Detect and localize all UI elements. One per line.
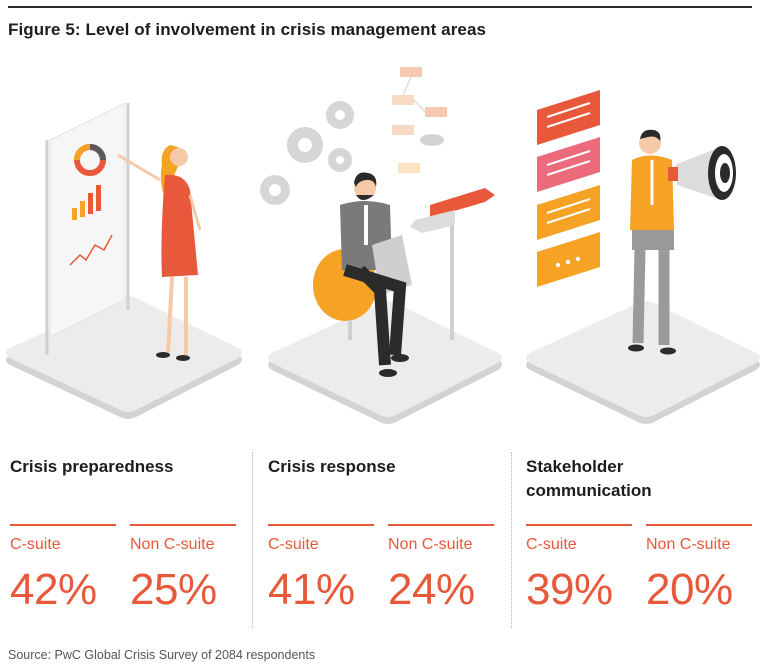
metric-rule xyxy=(130,524,236,526)
metric-c-suite: C-suite 42% xyxy=(10,524,116,614)
panel-title: Crisis preparedness xyxy=(10,457,174,476)
metric-value: 20% xyxy=(646,565,733,614)
person-with-laptop-icon xyxy=(260,67,502,424)
presentation-board-icon xyxy=(6,102,242,419)
metric-label: Non C-suite xyxy=(388,536,473,553)
panel-stakeholder-communication: Stakeholder communication C-suite 39% No… xyxy=(526,455,766,625)
metric-value: 39% xyxy=(526,565,613,614)
divider xyxy=(511,452,512,628)
metric-label: Non C-suite xyxy=(130,536,215,553)
source-note: Source: PwC Global Crisis Survey of 2084… xyxy=(8,648,316,662)
speech-bubbles-icon xyxy=(537,90,600,287)
illustrations xyxy=(6,67,760,424)
metric-label: Non C-suite xyxy=(646,536,731,553)
metric-value: 25% xyxy=(130,565,217,614)
top-rule xyxy=(8,6,752,8)
metric-rule xyxy=(388,524,494,526)
signpost-icon xyxy=(410,188,495,340)
metric-value: 42% xyxy=(10,565,97,614)
metric-non-c-suite: Non C-suite 20% xyxy=(646,524,752,614)
divider xyxy=(252,452,253,628)
metric-rule xyxy=(646,524,752,526)
metric-non-c-suite: Non C-suite 25% xyxy=(130,524,236,614)
panel-crisis-response: Crisis response C-suite 41% Non C-suite … xyxy=(268,455,508,625)
metric-non-c-suite: Non C-suite 24% xyxy=(388,524,494,614)
metric-label: C-suite xyxy=(526,536,577,553)
metric-value: 41% xyxy=(268,565,355,614)
metric-value: 24% xyxy=(388,565,475,614)
metric-rule xyxy=(10,524,116,526)
flowchart-icon xyxy=(392,67,447,173)
panel-title: Stakeholder communication xyxy=(526,457,652,500)
metric-c-suite: C-suite 41% xyxy=(268,524,374,614)
metric-c-suite: C-suite 39% xyxy=(526,524,632,614)
metric-label: C-suite xyxy=(268,536,319,553)
panel-crisis-preparedness: Crisis preparedness C-suite 42% Non C-su… xyxy=(10,455,250,625)
gears-icon xyxy=(260,101,354,205)
megaphone-speaker-icon xyxy=(526,90,760,424)
metric-label: C-suite xyxy=(10,536,61,553)
panel-title: Crisis response xyxy=(268,457,396,476)
figure-title: Figure 5: Level of involvement in crisis… xyxy=(8,20,487,39)
metric-rule xyxy=(268,524,374,526)
metric-rule xyxy=(526,524,632,526)
